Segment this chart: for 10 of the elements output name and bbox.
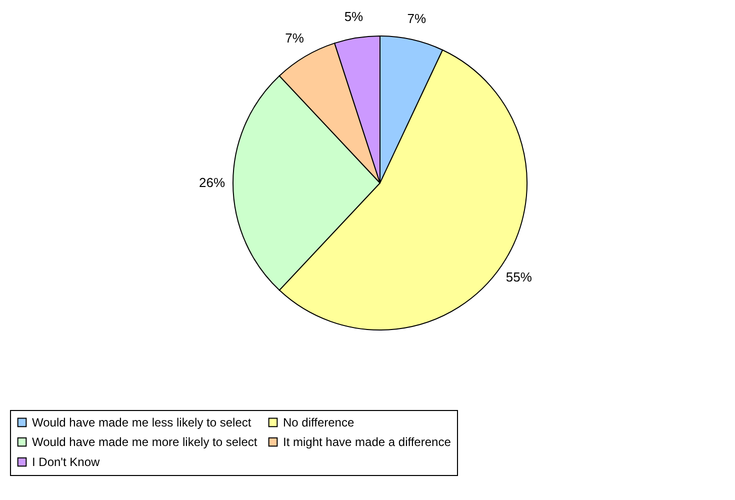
legend-label: No difference [283,415,354,430]
legend-label: I Don't Know [32,455,100,469]
data-label: 7% [285,30,304,46]
data-label: 5% [344,9,364,24]
legend-label: Would have made me more likely to select [32,435,258,449]
legend-label: It might have made a difference [283,435,452,449]
data-label: 7% [407,11,426,26]
data-label: 26% [198,175,226,190]
legend-label: Would have made me less likely to select [32,415,252,430]
data-label: 55% [506,269,532,284]
